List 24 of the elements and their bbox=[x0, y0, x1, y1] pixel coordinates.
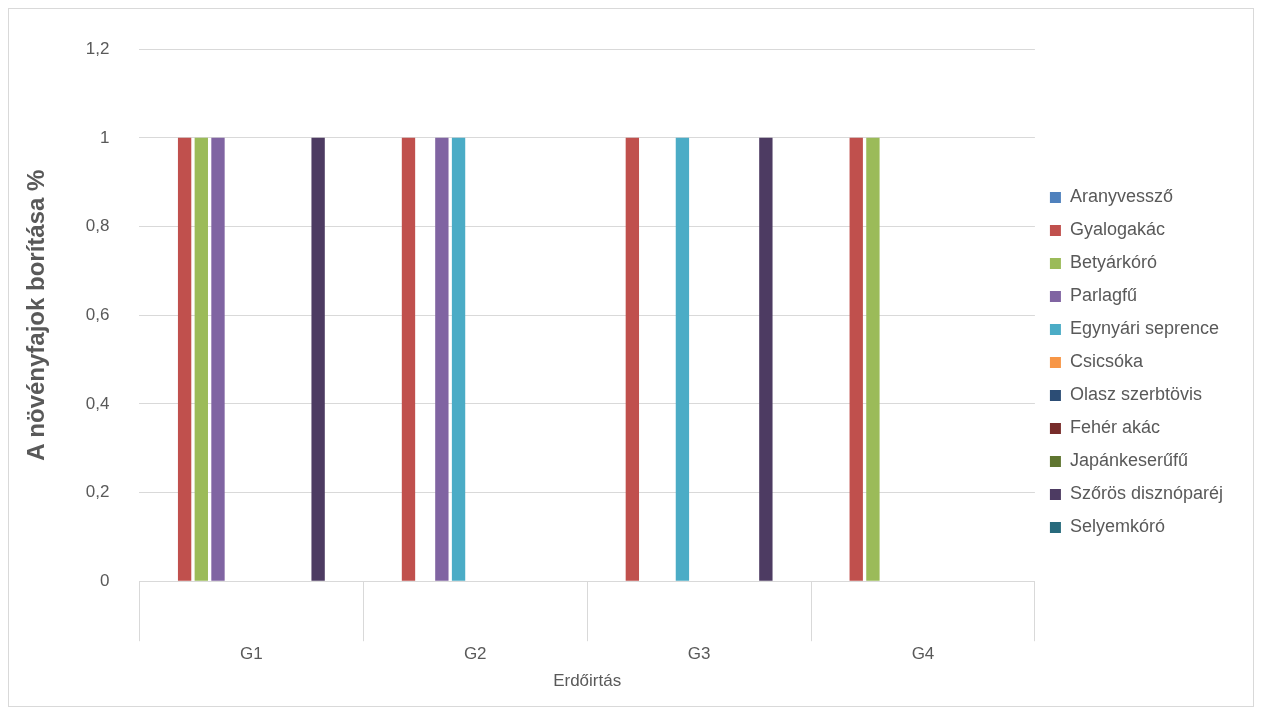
x-tick-label: G2 bbox=[463, 644, 487, 664]
x-axis-title: Erdőirtás bbox=[553, 671, 622, 691]
legend-label: Betyárkóró bbox=[1069, 252, 1157, 273]
legend-label: Japánkeserűfű bbox=[1069, 450, 1189, 471]
legend-label: Csicsóka bbox=[1069, 351, 1144, 372]
legend-label: Gyalogakác bbox=[1069, 219, 1165, 240]
x-tick-label: G4 bbox=[911, 644, 935, 664]
y-tick-label: 0,2 bbox=[85, 482, 110, 502]
legend-label: Szőrös disznóparéj bbox=[1069, 483, 1224, 504]
y-tick-label: 0,4 bbox=[85, 393, 110, 413]
legend-label: Fehér akác bbox=[1069, 417, 1160, 438]
legend-label: Olasz szerbtövis bbox=[1069, 384, 1202, 405]
y-tick-label: 1 bbox=[99, 127, 110, 147]
legend-label: Parlagfű bbox=[1069, 285, 1137, 306]
y-axis-title: A növényfajok borítása % bbox=[22, 169, 50, 461]
x-tick-label: G3 bbox=[687, 644, 711, 664]
legend-label: Egynyári seprence bbox=[1069, 318, 1220, 339]
legend-label: Selyemkóró bbox=[1069, 516, 1165, 537]
y-tick-label: 0,6 bbox=[85, 304, 110, 324]
legend-label: Aranyvessző bbox=[1069, 186, 1173, 207]
x-tick-label: G1 bbox=[240, 644, 263, 664]
y-tick-label: 0 bbox=[99, 570, 110, 590]
y-tick-label: 1,2 bbox=[85, 38, 110, 58]
y-tick-label: 0,8 bbox=[85, 216, 110, 236]
